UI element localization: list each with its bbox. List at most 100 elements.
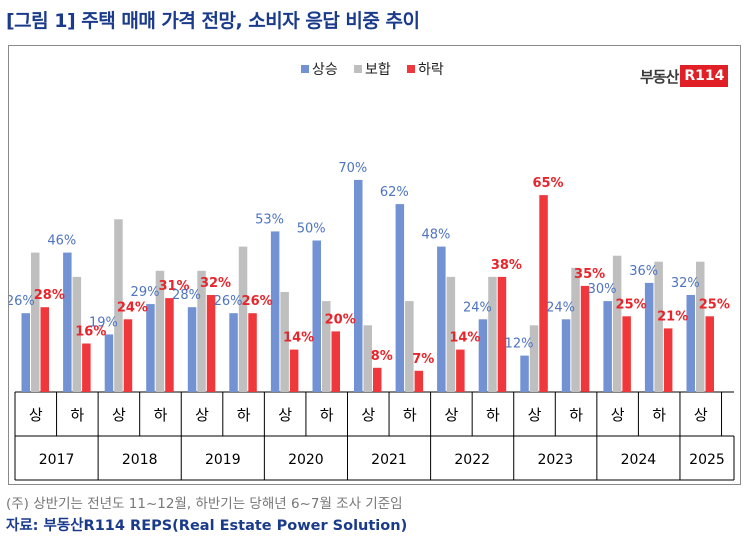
year-label-2023: 2023	[537, 452, 573, 468]
bar-상승-1	[63, 252, 72, 392]
category-label-9: 하	[403, 406, 417, 424]
data-label-하락-12: 65%	[532, 176, 563, 191]
logo-badge: R114	[680, 65, 729, 87]
category-label-6: 상	[278, 406, 292, 424]
data-label-하락-6: 14%	[283, 331, 314, 346]
year-label-2017: 2017	[39, 452, 75, 468]
category-label-11: 하	[486, 406, 500, 424]
data-label-상승-15: 36%	[629, 264, 658, 279]
bar-보합-11	[488, 276, 497, 392]
year-label-2025: 2025	[689, 452, 725, 468]
bar-보합-1	[72, 276, 82, 392]
bar-보합-14	[612, 255, 622, 392]
bar-보합-6	[280, 292, 289, 392]
data-label-하락-10: 14%	[449, 331, 480, 346]
bar-하락-4	[206, 295, 216, 392]
bar-chart: 26%28%46%16%19%24%29%31%28%32%26%26%53%1…	[9, 62, 735, 481]
legend-label-상승: 상승	[312, 62, 338, 78]
category-label-3: 하	[154, 406, 168, 424]
bar-보합-13	[571, 267, 580, 392]
bar-하락-0	[40, 307, 49, 392]
data-label-상승-3: 29%	[131, 285, 160, 300]
data-label-하락-3: 31%	[158, 279, 189, 294]
category-label-0: 상	[29, 406, 43, 424]
data-label-하락-14: 25%	[616, 297, 647, 312]
data-label-하락-16: 25%	[699, 297, 730, 312]
bar-상승-5	[229, 313, 238, 392]
bar-보합-3	[155, 270, 165, 392]
bar-상승-3	[146, 304, 155, 392]
bar-하락-9	[414, 370, 424, 392]
bar-하락-3	[165, 298, 174, 392]
bar-상승-13	[561, 319, 571, 392]
bar-하락-11	[497, 276, 507, 392]
bar-보합-9	[405, 301, 414, 392]
category-label-10: 상	[444, 406, 458, 424]
data-label-상승-1: 46%	[47, 234, 76, 249]
bar-하락-8	[373, 367, 382, 392]
year-label-2024: 2024	[621, 452, 657, 468]
category-label-2: 상	[112, 406, 126, 424]
bar-하락-16	[705, 316, 714, 393]
bar-상승-12	[520, 355, 529, 392]
bar-하락-13	[580, 285, 590, 392]
bar-보합-7	[322, 301, 331, 392]
footnote: (주) 상반기는 전년도 11~12월, 하반기는 당해년 6~7월 조사 기준…	[6, 496, 403, 512]
category-label-1: 하	[70, 406, 84, 424]
bar-상승-0	[21, 313, 30, 392]
bar-보합-0	[31, 252, 40, 392]
data-label-상승-10: 48%	[421, 228, 450, 243]
bar-하락-14	[622, 316, 631, 393]
legend-swatch-하락	[407, 65, 415, 73]
year-label-2022: 2022	[454, 452, 490, 468]
data-label-상승-8: 70%	[338, 161, 367, 176]
data-label-상승-5: 26%	[214, 294, 243, 309]
category-label-13: 하	[569, 406, 583, 424]
bar-상승-2	[104, 334, 114, 392]
category-label-16: 상	[694, 406, 708, 424]
bar-보합-16	[696, 261, 705, 392]
category-label-12: 상	[528, 406, 542, 424]
legend-swatch-보합	[354, 65, 362, 73]
data-label-상승-14: 30%	[588, 282, 617, 297]
bar-상승-9	[395, 204, 405, 392]
year-label-2018: 2018	[122, 452, 158, 468]
category-label-14: 상	[611, 406, 625, 424]
data-label-상승-7: 50%	[297, 222, 326, 237]
logo-text: 부동산	[640, 67, 679, 86]
bar-상승-11	[478, 319, 488, 392]
bar-보합-12	[529, 325, 539, 392]
bar-보합-10	[446, 276, 456, 392]
bar-보합-8	[363, 325, 372, 392]
data-label-하락-4: 32%	[200, 276, 231, 291]
bar-상승-14	[603, 301, 612, 392]
data-label-하락-7: 20%	[325, 312, 356, 327]
source-line: 자료: 부동산R114 REPS(Real Estate Power Solut…	[6, 518, 408, 534]
data-label-하락-13: 35%	[574, 267, 605, 282]
data-label-하락-9: 7%	[412, 352, 434, 367]
bar-보합-15	[654, 261, 663, 392]
bar-상승-7	[312, 240, 321, 392]
data-label-상승-13: 24%	[546, 300, 575, 315]
legend-swatch-상승	[301, 65, 309, 73]
data-label-상승-16: 32%	[671, 276, 700, 291]
bar-상승-16	[686, 295, 695, 392]
category-label-4: 상	[195, 406, 209, 424]
bar-하락-10	[456, 349, 465, 392]
data-label-하락-15: 21%	[657, 309, 688, 324]
data-label-상승-2: 19%	[89, 315, 118, 330]
bar-하락-6	[289, 349, 299, 392]
data-label-하락-11: 38%	[491, 258, 522, 273]
data-label-상승-6: 53%	[255, 212, 284, 227]
bar-하락-12	[539, 195, 548, 392]
bar-하락-7	[331, 331, 340, 392]
data-label-상승-9: 62%	[380, 185, 409, 200]
data-label-하락-0: 28%	[34, 288, 65, 303]
chart-title: [그림 1] 주택 매매 가격 전망, 소비자 응답 비중 추이	[6, 10, 420, 32]
data-label-하락-2: 24%	[117, 300, 148, 315]
data-label-상승-11: 24%	[463, 300, 492, 315]
data-label-하락-8: 8%	[371, 349, 393, 364]
year-label-2021: 2021	[371, 452, 407, 468]
data-label-상승-0: 26%	[9, 294, 35, 309]
bar-하락-1	[82, 343, 91, 392]
